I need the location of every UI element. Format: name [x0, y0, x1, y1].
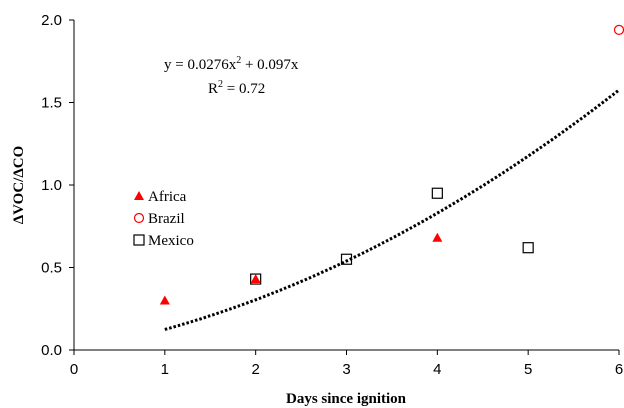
data-point-africa	[250, 274, 261, 284]
x-tick-label: 3	[342, 361, 350, 378]
x-tick-label: 1	[161, 361, 169, 378]
x-tick-label: 6	[615, 361, 623, 378]
fit-curve	[164, 88, 620, 331]
data-point-mexico	[522, 242, 534, 254]
legend-label-brazil: Brazil	[148, 211, 185, 227]
fit-curve-path	[164, 88, 620, 331]
y-tick-label: 1.0	[41, 177, 62, 194]
data-point-brazil	[613, 24, 624, 35]
legend-marker-mexico	[133, 234, 145, 246]
x-tick-label: 2	[251, 361, 259, 378]
legend-label-mexico: Mexico	[148, 233, 194, 249]
fit-equation: y = 0.0276x2 + 0.097x	[164, 55, 299, 73]
y-axis-title: ΔVOC/ΔCO	[11, 146, 27, 225]
data-point-mexico	[340, 253, 353, 265]
y-tick-label: 0.0	[41, 342, 62, 359]
legend-marker-africa	[134, 191, 144, 200]
x-axis-title: Days since ignition	[286, 391, 407, 407]
legend: Africa Brazil Mexico	[133, 189, 194, 249]
axis-ticks: 0 1 2 3 4 5 6 0.0 0.5 1.0 1.5 2.0	[41, 12, 623, 378]
y-tick-label: 0.5	[41, 260, 62, 277]
x-tick-label: 0	[70, 361, 78, 378]
data-point-africa	[159, 295, 170, 305]
legend-marker-brazil	[133, 212, 145, 224]
fit-r-squared: R2 = 0.72	[208, 79, 265, 97]
y-tick-label: 1.5	[41, 95, 62, 112]
legend-label-africa: Africa	[148, 189, 187, 205]
x-tick-label: 4	[433, 361, 441, 378]
data-point-mexico	[431, 187, 443, 199]
plot-axes	[73, 20, 619, 351]
x-tick-label: 5	[524, 361, 532, 378]
y-tick-label: 2.0	[41, 12, 62, 29]
data-point-africa	[432, 232, 443, 242]
